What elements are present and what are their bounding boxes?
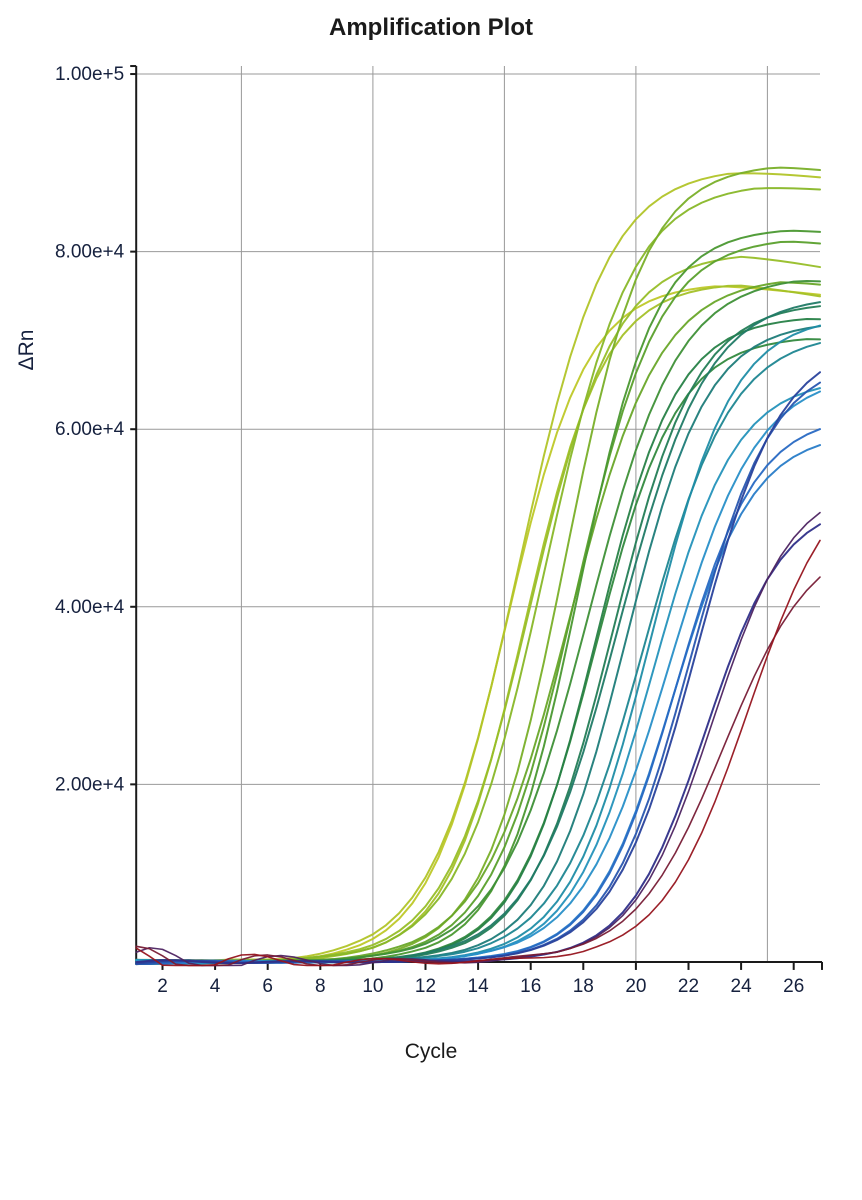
svg-text:1.00e+5: 1.00e+5	[55, 64, 124, 85]
svg-text:14: 14	[468, 976, 490, 997]
svg-text:4.00e+4: 4.00e+4	[55, 597, 125, 618]
svg-text:6: 6	[262, 976, 273, 997]
svg-text:2.00e+4: 2.00e+4	[55, 774, 125, 795]
svg-text:10: 10	[362, 976, 383, 997]
svg-text:22: 22	[678, 976, 699, 997]
svg-text:8: 8	[315, 976, 326, 997]
svg-text:6.00e+4: 6.00e+4	[55, 419, 125, 440]
svg-text:24: 24	[731, 976, 753, 997]
svg-text:12: 12	[415, 976, 436, 997]
svg-text:16: 16	[520, 976, 541, 997]
svg-text:18: 18	[573, 976, 594, 997]
svg-text:4: 4	[210, 976, 221, 997]
svg-text:26: 26	[783, 976, 804, 997]
svg-text:20: 20	[625, 976, 646, 997]
svg-text:2: 2	[157, 976, 168, 997]
svg-text:8.00e+4: 8.00e+4	[55, 242, 125, 263]
